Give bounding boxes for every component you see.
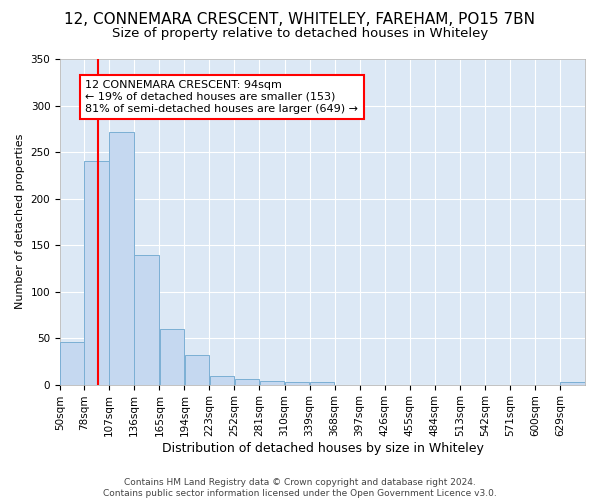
Bar	[209, 376, 234, 384]
Text: Size of property relative to detached houses in Whiteley: Size of property relative to detached ho…	[112, 28, 488, 40]
Bar	[160, 329, 184, 384]
Bar	[109, 132, 134, 384]
Bar	[260, 381, 284, 384]
X-axis label: Distribution of detached houses by size in Whiteley: Distribution of detached houses by size …	[161, 442, 484, 455]
Bar	[560, 382, 585, 384]
Bar	[310, 382, 334, 384]
Bar	[85, 162, 109, 384]
Bar	[185, 355, 209, 384]
Bar	[235, 379, 259, 384]
Bar	[60, 342, 84, 384]
Bar	[134, 256, 159, 384]
Y-axis label: Number of detached properties: Number of detached properties	[15, 134, 25, 310]
Text: 12 CONNEMARA CRESCENT: 94sqm
← 19% of detached houses are smaller (153)
81% of s: 12 CONNEMARA CRESCENT: 94sqm ← 19% of de…	[85, 80, 358, 114]
Bar	[285, 382, 310, 384]
Text: 12, CONNEMARA CRESCENT, WHITELEY, FAREHAM, PO15 7BN: 12, CONNEMARA CRESCENT, WHITELEY, FAREHA…	[65, 12, 536, 28]
Text: Contains HM Land Registry data © Crown copyright and database right 2024.
Contai: Contains HM Land Registry data © Crown c…	[103, 478, 497, 498]
